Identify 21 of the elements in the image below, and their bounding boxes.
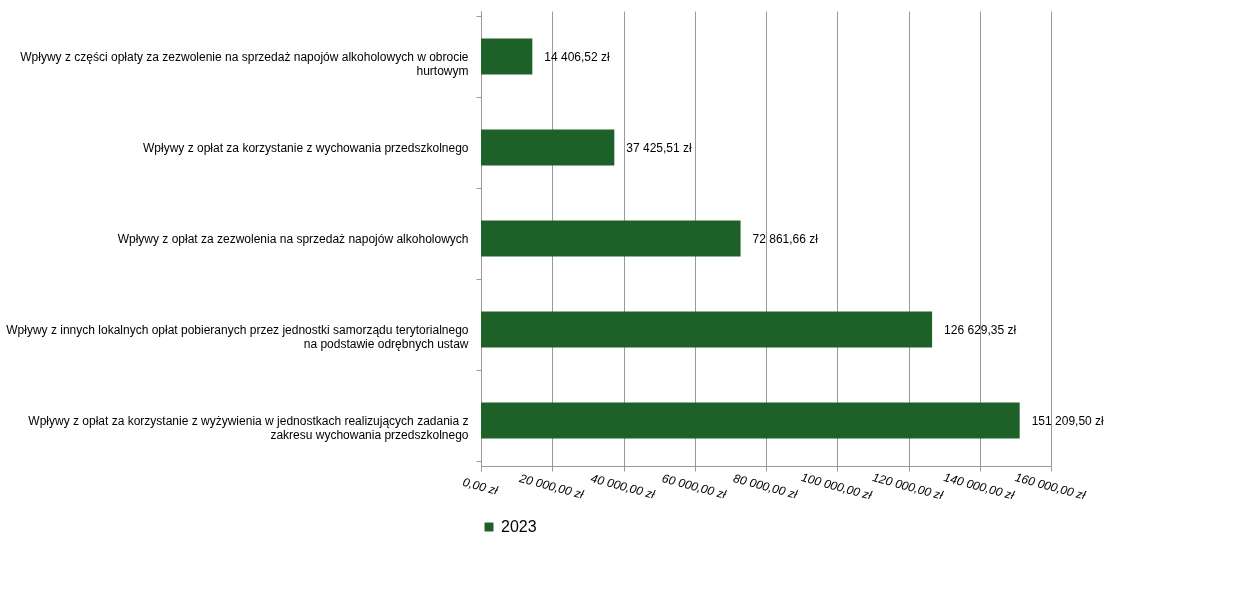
x-tick-label: 40 000,00 zł [589, 471, 657, 502]
x-tick-label: 20 000,00 zł [517, 470, 586, 502]
data-label: 151 209,50 zł [1031, 413, 1105, 428]
y-tick-label: Wpływy z opłat za korzystanie z wychowania przedszkolnego [143, 141, 469, 155]
data-label: 72 861,66 zł [752, 231, 819, 246]
bar [481, 311, 933, 348]
y-tick-label: Wpływy z innych lokalnych opłat pobieranych przez jednostki samorządu terytorialnego na podstawie odrębnych ustaw [6, 323, 469, 351]
x-tick-label: 80 000,00 zł [731, 471, 799, 502]
y-tick-label: Wpływy z opłat za zezwolenia na sprzedaż napojów alkoholowych [117, 232, 469, 246]
bar [481, 402, 1020, 439]
data-label: 37 425,51 zł [626, 140, 693, 155]
bar [481, 38, 533, 75]
x-tick-label: 0,00 zł [461, 474, 500, 498]
data-label: 14 406,52 zł [544, 49, 611, 64]
y-tick-label: Wpływy z opłat za korzystanie z wyżywienia w jednostkach realizujących zadania z zakresu wychowania przedszkolnego [28, 414, 469, 442]
data-label: 126 629,35 zł [944, 322, 1017, 337]
legend-label: 2023 [501, 518, 537, 535]
bar [481, 129, 615, 166]
x-tick-label: 60 000,00 zł [660, 471, 728, 502]
y-tick-label: Wpływy z części opłaty za zezwolenie na sprzedaż napojów alkoholowych w obrocie hurtowym [20, 50, 469, 78]
bar [481, 220, 741, 257]
